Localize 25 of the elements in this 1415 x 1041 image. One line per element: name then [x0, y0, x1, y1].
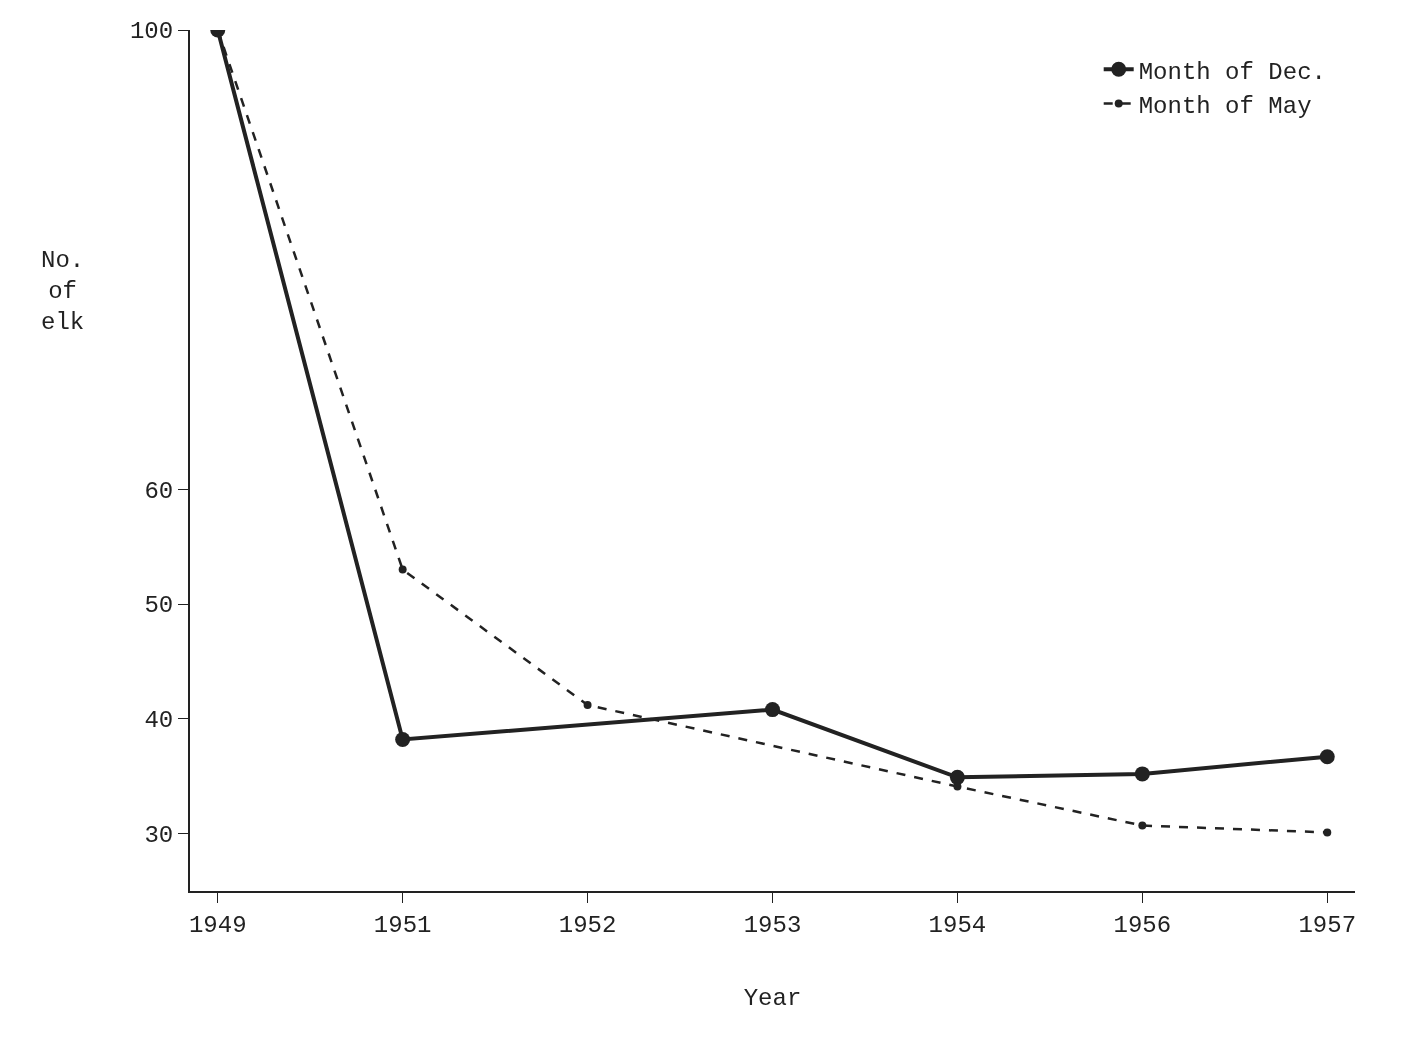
- x-tick-label: 1953: [743, 911, 802, 939]
- x-axis-title: Year: [743, 984, 802, 1012]
- point: [395, 731, 411, 747]
- point: [1134, 766, 1150, 782]
- x-tick-label: 1952: [558, 911, 617, 939]
- legend-label: Month of Dec.: [1138, 58, 1326, 86]
- point: [1323, 828, 1332, 837]
- point: [398, 565, 407, 574]
- y-tick-label: 40: [144, 707, 174, 735]
- point: [1138, 821, 1147, 830]
- y-tick-label: 30: [144, 822, 174, 849]
- point: [583, 701, 592, 710]
- y-axis-title: No. of elk: [41, 247, 85, 337]
- x-tick-label: 1951: [373, 911, 432, 939]
- point: [1319, 749, 1335, 765]
- point: [765, 702, 780, 718]
- point: [949, 769, 965, 785]
- y-tick-label: 50: [144, 592, 174, 620]
- x-tick-label: 1954: [928, 911, 987, 939]
- y-tick-label: 60: [144, 477, 174, 505]
- legend-label: Month of May: [1138, 92, 1312, 120]
- x-tick-label: 1956: [1113, 911, 1172, 939]
- y-tick-label: 100: [129, 18, 174, 46]
- x-tick-label: 1949: [188, 911, 247, 939]
- x-tick-label: 1957: [1298, 911, 1357, 939]
